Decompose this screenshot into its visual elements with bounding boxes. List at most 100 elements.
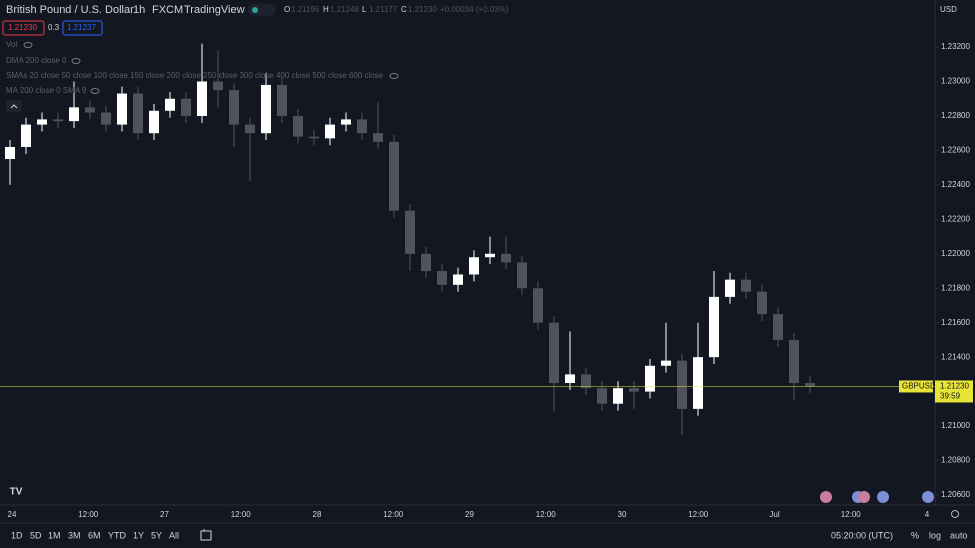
price-tag-label: 1.21230 <box>940 382 969 391</box>
candle-body <box>629 388 639 392</box>
ohlc-key: C <box>401 5 407 14</box>
candle-body <box>645 365 655 392</box>
price-tag <box>935 380 973 403</box>
y-tick-label: 1.22200 <box>941 214 970 223</box>
candle-body <box>789 339 799 384</box>
y-tick-label: 1.21800 <box>941 283 970 292</box>
x-tick-label: 12:00 <box>231 510 252 519</box>
y-tick-label: 1.21400 <box>941 352 970 361</box>
range-button[interactable]: 5Y <box>151 530 162 540</box>
candle-body <box>437 271 447 285</box>
y-tick-label: 1.22400 <box>941 180 970 189</box>
candle-body <box>421 253 431 272</box>
candle-body <box>533 288 543 323</box>
symbol-title: British Pound / U.S. Dollar <box>6 4 134 16</box>
scale-option[interactable]: log <box>929 530 941 540</box>
visibility-icon <box>389 73 399 79</box>
collapse-button[interactable] <box>6 100 22 112</box>
indicator-label[interactable]: MA 200 close 0 SMA 9 <box>6 86 87 95</box>
range-button[interactable]: 6M <box>88 530 101 540</box>
ohlc-value: 1.21230 <box>408 5 437 14</box>
candle-body <box>245 124 255 134</box>
interval: 1h <box>133 4 145 16</box>
ohlc-value: 1.21177 <box>369 5 398 14</box>
candle-body <box>549 322 559 384</box>
y-tick-label: 1.21000 <box>941 421 970 430</box>
sell-box[interactable] <box>2 20 45 36</box>
event-flags <box>820 491 934 503</box>
x-tick-label: 29 <box>465 510 474 519</box>
ohlc-key: L <box>362 5 367 14</box>
indicator-label[interactable]: Vol <box>6 40 17 49</box>
range-button[interactable]: 1D <box>11 530 23 540</box>
settings-icon[interactable] <box>951 510 959 518</box>
candle-body <box>21 124 31 147</box>
candle-body <box>581 374 591 389</box>
x-tick-label: 27 <box>160 510 169 519</box>
candle-body <box>37 119 47 125</box>
candle-body <box>53 119 63 122</box>
indicator-label[interactable]: DMA 200 close 0 <box>6 56 67 65</box>
candle-body <box>741 279 751 292</box>
candle-body <box>453 274 463 285</box>
ohlc-change: +0.00034 (+0.03%) <box>440 5 509 14</box>
x-tick-label: 4 <box>925 510 930 519</box>
candle-body <box>325 124 335 139</box>
buy-price[interactable]: 1.21237 <box>67 23 96 32</box>
symbol-tag-label: GBPUSD <box>902 382 936 391</box>
candle-body <box>69 107 79 122</box>
ohlc-key: H <box>323 5 329 14</box>
collapse-icon <box>10 104 18 109</box>
candle-body <box>293 115 303 137</box>
candle-body <box>677 360 687 409</box>
x-tick-label: 30 <box>618 510 627 519</box>
svg-text:TV: TV <box>10 487 23 498</box>
sell-price[interactable]: 1.21230 <box>8 23 37 32</box>
indicator-label[interactable]: SMAs 20 close 50 close 100 close 150 clo… <box>6 71 384 80</box>
x-tick-label: 12:00 <box>688 510 709 519</box>
visibility-icon <box>90 88 100 94</box>
x-tick-label: 12:00 <box>383 510 404 519</box>
candle-body <box>213 81 223 91</box>
candle-body <box>197 81 207 116</box>
candle-body <box>149 110 159 134</box>
currency[interactable]: USD <box>940 5 957 14</box>
range-button[interactable]: 1M <box>48 530 61 540</box>
y-tick-label: 1.22000 <box>941 249 970 258</box>
clock: 05:20:00 (UTC) <box>831 530 893 540</box>
candle-body <box>709 296 719 358</box>
status-dot <box>252 7 258 13</box>
range-button[interactable]: All <box>169 530 179 540</box>
source: FXCM <box>152 4 183 16</box>
plot: 1.23200 1.23000 1.22800 1.22600 1.22400 1.222… <box>0 42 973 519</box>
y-tick-label: 1.22600 <box>941 146 970 155</box>
y-tick-label: 1.23000 <box>941 77 970 86</box>
range-button[interactable]: 5D <box>30 530 42 540</box>
range-button[interactable]: 1Y <box>133 530 144 540</box>
currency-box[interactable] <box>944 3 974 16</box>
spread: 0.3 <box>48 23 60 32</box>
x-tick-label: 12:00 <box>536 510 557 519</box>
candle-body <box>373 133 383 142</box>
date-range-icon[interactable] <box>200 529 212 541</box>
header: British Pound / U.S. Dollar 1h FXCM Trad… <box>6 4 245 16</box>
scale-option[interactable]: % <box>911 530 919 540</box>
candle-body <box>101 112 111 125</box>
y-tick-label: 1.20600 <box>941 490 970 499</box>
candle-body <box>133 93 143 134</box>
candle-body <box>757 291 767 315</box>
scale-option[interactable]: auto <box>950 530 968 540</box>
range-button[interactable]: 3M <box>68 530 81 540</box>
buy-box[interactable] <box>62 20 103 36</box>
candle-body <box>517 262 527 289</box>
x-tick-label: 24 <box>8 510 17 519</box>
ohlc-key: O <box>284 5 290 14</box>
candle-body <box>261 84 271 134</box>
y-tick-label: 1.20800 <box>941 456 970 465</box>
range-button[interactable]: YTD <box>108 530 127 540</box>
tv-logo: TV <box>5 482 27 500</box>
y-tick-label: 1.22800 <box>941 111 970 120</box>
candle-body <box>565 374 575 384</box>
